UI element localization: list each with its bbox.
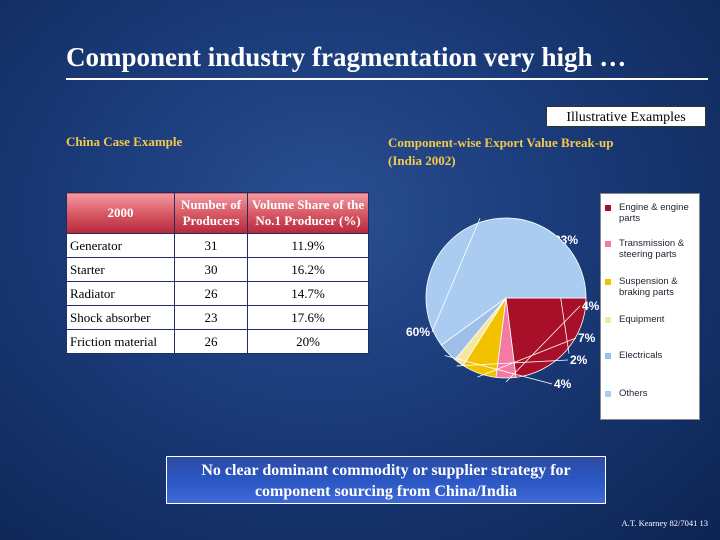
pie-value-label-5: 60% <box>406 325 430 339</box>
china-case-label: China Case Example <box>66 134 183 149</box>
table-header-2: Volume Share of the No.1 Producer (%) <box>247 192 369 234</box>
pie-value-label-2: 7% <box>578 331 596 345</box>
legend-label: Engine & engine parts <box>619 202 689 224</box>
table-cell: Starter <box>66 257 175 282</box>
table-cell: 11.9% <box>247 233 369 258</box>
callout-line1: No clear dominant commodity or supplier … <box>201 462 571 479</box>
export-breakup-label: Component-wise Export Value Break-up (In… <box>388 134 613 170</box>
table-row: Generator 31 11.9% <box>66 233 369 258</box>
export-label-line2: (India 2002) <box>388 153 456 168</box>
legend-swatch <box>605 241 611 247</box>
legend-label: Electricals <box>619 350 663 361</box>
export-label-line1: Component-wise Export Value Break-up <box>388 135 614 150</box>
pie-value-label-4: 4% <box>554 377 572 391</box>
producer-table: 2000 Number of Producers Volume Share of th… <box>66 192 369 354</box>
conclusion-callout: No clear dominant commodity or supplier … <box>166 456 606 504</box>
table-cell: 20% <box>247 329 369 354</box>
table-header-1: Number of Producers <box>174 192 248 234</box>
table-body: Generator 31 11.9% Starter 30 16.2% Radiator 26… <box>66 233 369 354</box>
legend-swatch <box>605 205 611 211</box>
legend-label: Others <box>619 388 648 399</box>
table-cell: Radiator <box>66 281 175 306</box>
table-cell: 17.6% <box>247 305 369 330</box>
chart-legend: Engine & engine parts Transmission & stee… <box>600 193 700 420</box>
table-row: Friction material 26 20% <box>66 329 369 354</box>
legend-swatch <box>605 353 611 359</box>
table-cell: 14.7% <box>247 281 369 306</box>
table-cell: Shock absorber <box>66 305 175 330</box>
table-cell: Friction material <box>66 329 175 354</box>
legend-swatch <box>605 279 611 285</box>
legend-swatch <box>605 317 611 323</box>
pie-leader-3 <box>456 359 569 367</box>
legend-label: Suspension & braking parts <box>619 276 678 298</box>
pie-leader-2 <box>477 337 577 378</box>
table-cell: 16.2% <box>247 257 369 282</box>
footer: A.T. Kearney 82/7041 13 <box>621 518 708 528</box>
table-row: Starter 30 16.2% <box>66 257 369 282</box>
pie-leader-4 <box>444 355 553 385</box>
legend-swatch <box>605 391 611 397</box>
table-row: Shock absorber 23 17.6% <box>66 305 369 330</box>
pie-chart-area: 23% 4% 7% 2% 4% 60% <box>386 188 708 424</box>
table-row: Radiator 26 14.7% <box>66 281 369 306</box>
pie-value-label-1: 4% <box>582 299 600 313</box>
table-cell: 31 <box>174 233 248 258</box>
callout-line2: component sourcing from China/India <box>254 483 518 500</box>
table-cell: 30 <box>174 257 248 282</box>
table-cell: 26 <box>174 281 248 306</box>
table-cell: 26 <box>174 329 248 354</box>
page-title: Component industry fragmentation very hi… <box>66 42 627 72</box>
title-divider <box>66 78 708 80</box>
legend-label: Equipment <box>619 314 665 325</box>
table-header-0: 2000 <box>66 192 175 234</box>
pie-value-label-3: 2% <box>570 353 588 367</box>
table-cell: Generator <box>66 233 175 258</box>
pie-slice-5 <box>425 217 587 346</box>
illustrative-examples-tag: Illustrative Examples <box>546 106 706 127</box>
table-header-row: 2000 Number of Producers Volume Share of th… <box>66 192 369 234</box>
pie-leader-5 <box>431 217 481 333</box>
legend-label: Transmission & steering parts <box>619 238 685 260</box>
table-cell: 23 <box>174 305 248 330</box>
pie-chart: 23%4%7%2%4%60% <box>406 217 600 391</box>
pie-leader-1 <box>505 305 581 383</box>
